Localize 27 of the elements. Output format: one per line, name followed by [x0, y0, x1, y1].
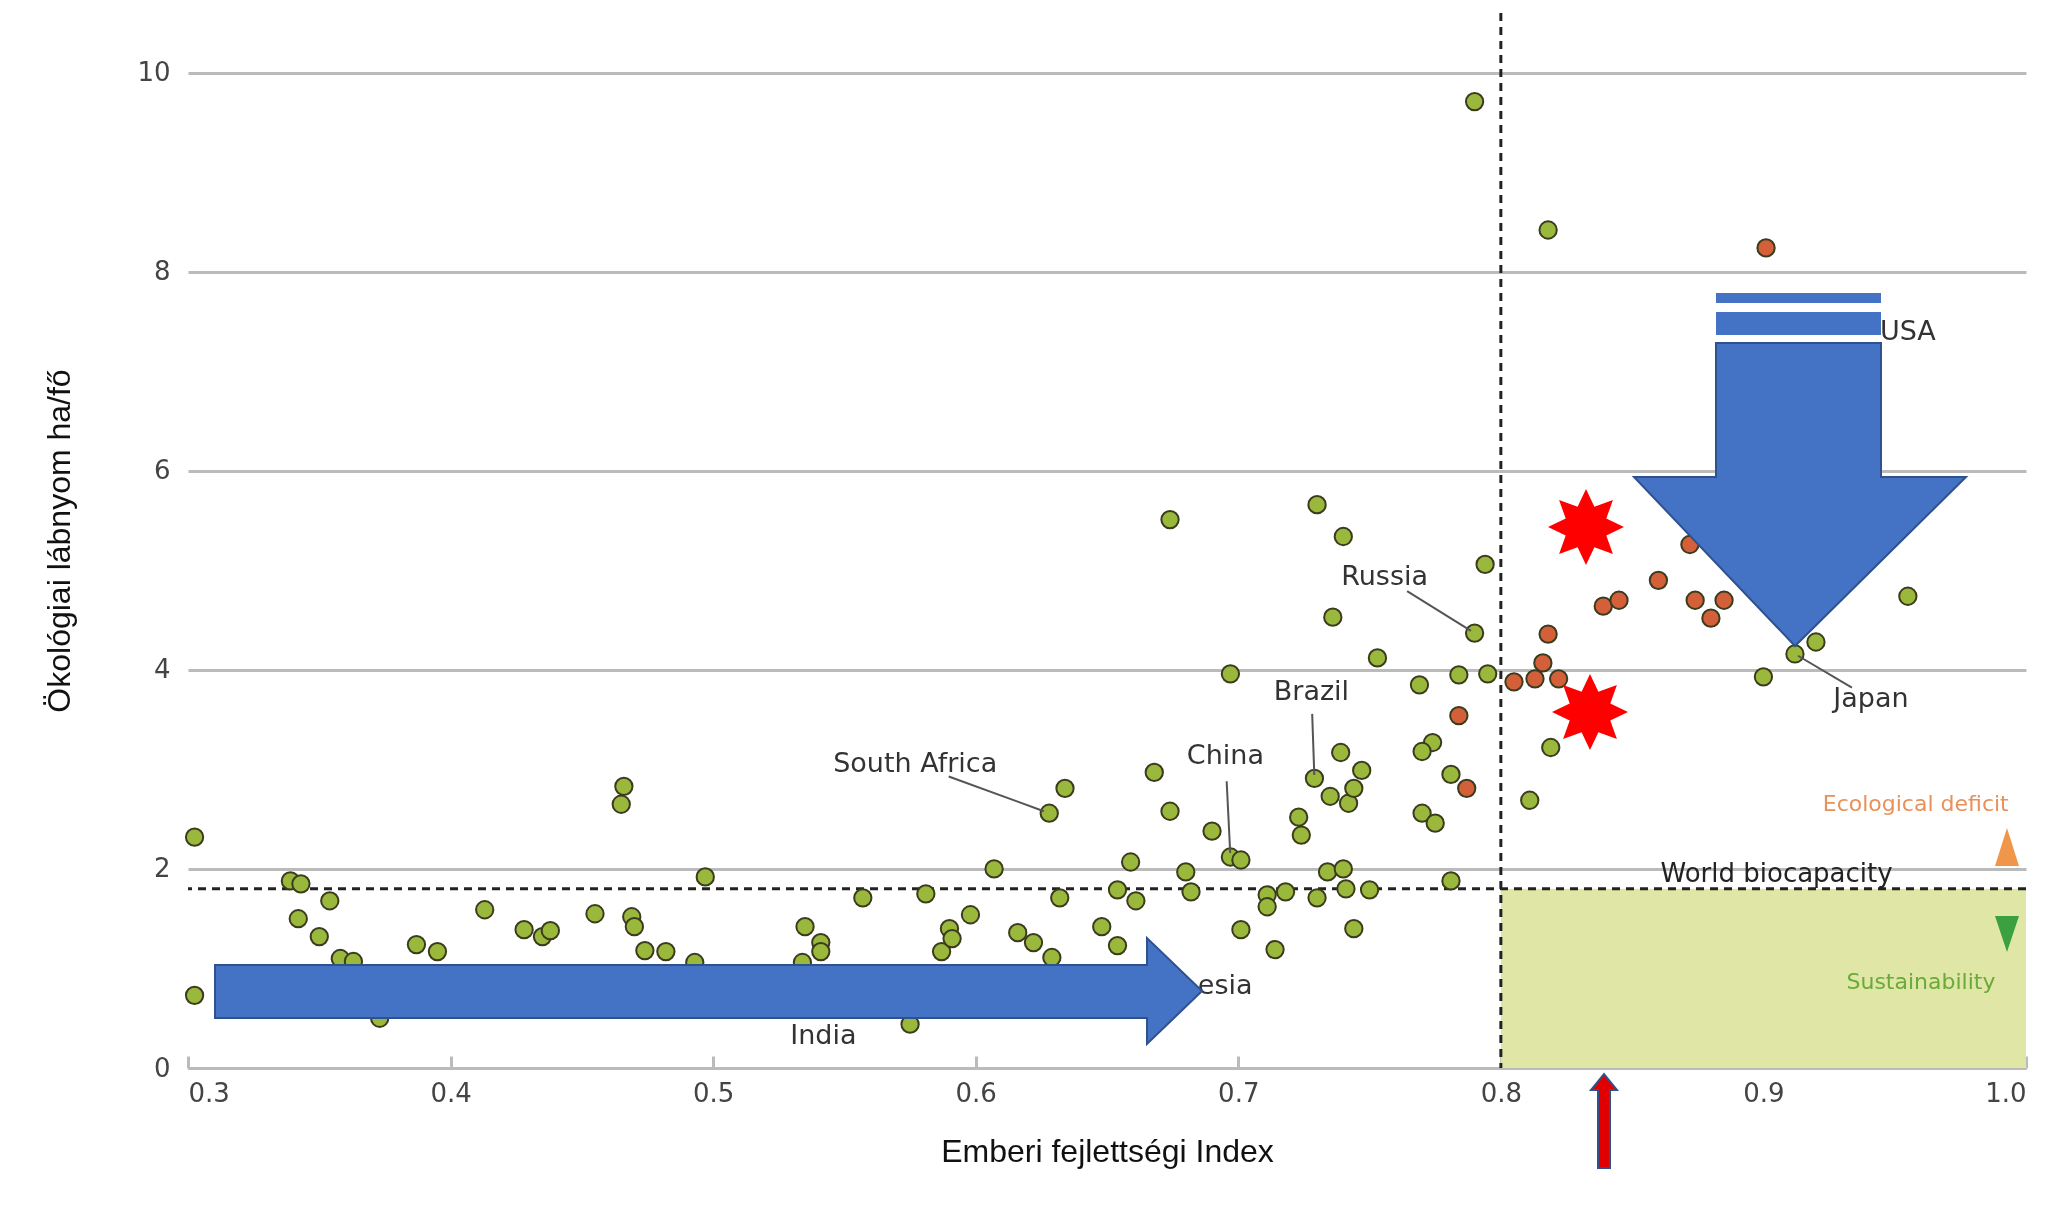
y-axis-title: Ökológiai lábnyom ha/fő: [41, 369, 78, 713]
x-tick-label: 0.9: [1743, 1077, 1785, 1108]
y-tick-label: 6: [153, 455, 171, 486]
annotation: esia: [1197, 969, 1253, 1001]
x-tick-label: 0.4: [430, 1077, 472, 1108]
x-tick-label: 0.6: [955, 1077, 997, 1108]
x-axis-title: Emberi fejlettségi Index: [941, 1132, 1274, 1169]
y-tick-label: 10: [137, 57, 171, 88]
x-tick-label: 0.7: [1218, 1077, 1260, 1108]
annotation: South Africa: [833, 747, 998, 779]
x-tick-label: 0.8: [1480, 1077, 1523, 1108]
ref-line-label: World biocapacity: [1660, 857, 1893, 888]
annotation: Brazil: [1273, 675, 1350, 707]
annotation: USA: [1879, 315, 1937, 347]
annotation: Japan: [1831, 681, 1909, 713]
x-tick-label: 0.5: [692, 1077, 735, 1108]
annotation: Russia: [1341, 560, 1429, 592]
y-tick-label: 4: [153, 654, 171, 685]
annotation: China: [1186, 739, 1264, 770]
annotation: India: [790, 1019, 857, 1051]
y-tick-label: 8: [153, 256, 171, 287]
x-tick-label: 1.0: [1985, 1077, 2027, 1108]
annotation: Ecological deficit: [1822, 791, 2010, 817]
band-label: Sustainability: [1846, 969, 1996, 995]
y-tick-label: 0: [153, 1052, 171, 1083]
x-tick-label: 0.3: [188, 1077, 230, 1108]
y-tick-label: 2: [153, 853, 171, 884]
